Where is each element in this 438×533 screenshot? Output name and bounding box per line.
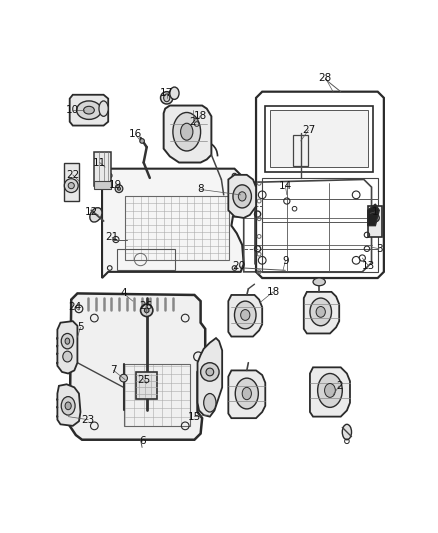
Polygon shape xyxy=(304,292,339,334)
Bar xyxy=(94,152,111,185)
Ellipse shape xyxy=(325,384,336,398)
Text: 19: 19 xyxy=(109,180,122,190)
Text: 7: 7 xyxy=(110,366,117,375)
Circle shape xyxy=(64,179,78,192)
Ellipse shape xyxy=(233,185,251,208)
Text: 13: 13 xyxy=(362,261,375,271)
Ellipse shape xyxy=(234,301,256,329)
Ellipse shape xyxy=(99,101,108,116)
Text: 12: 12 xyxy=(85,207,98,217)
Ellipse shape xyxy=(170,87,179,99)
Circle shape xyxy=(120,374,127,382)
Text: 25: 25 xyxy=(137,375,150,385)
Text: 5: 5 xyxy=(77,322,84,332)
Circle shape xyxy=(68,182,74,189)
Ellipse shape xyxy=(173,112,201,151)
Polygon shape xyxy=(102,168,245,278)
Ellipse shape xyxy=(310,298,332,326)
Bar xyxy=(64,163,79,201)
Polygon shape xyxy=(228,175,256,218)
Text: 1: 1 xyxy=(372,207,379,217)
Polygon shape xyxy=(57,321,78,374)
Polygon shape xyxy=(164,106,212,163)
Text: 10: 10 xyxy=(66,105,79,115)
Bar xyxy=(293,135,308,166)
Polygon shape xyxy=(70,294,205,440)
Circle shape xyxy=(140,139,145,143)
Bar xyxy=(124,364,190,426)
Text: 21: 21 xyxy=(106,232,119,242)
Polygon shape xyxy=(228,370,265,418)
Text: 15: 15 xyxy=(188,411,201,422)
Polygon shape xyxy=(228,295,262,336)
Circle shape xyxy=(145,308,149,313)
Bar xyxy=(270,110,368,167)
Text: 23: 23 xyxy=(81,415,95,425)
Polygon shape xyxy=(198,338,222,417)
Circle shape xyxy=(371,214,379,222)
Text: 27: 27 xyxy=(302,125,315,135)
Text: 28: 28 xyxy=(319,73,332,83)
Ellipse shape xyxy=(84,106,94,114)
Polygon shape xyxy=(265,106,373,172)
Polygon shape xyxy=(310,367,350,417)
Bar xyxy=(368,206,382,237)
Circle shape xyxy=(141,304,153,317)
Text: 24: 24 xyxy=(68,302,82,312)
Text: 4: 4 xyxy=(120,288,127,298)
Text: 16: 16 xyxy=(128,129,142,139)
Text: 20: 20 xyxy=(233,261,246,271)
Ellipse shape xyxy=(77,101,101,119)
Bar xyxy=(262,178,378,272)
Ellipse shape xyxy=(61,334,74,349)
Text: 18: 18 xyxy=(266,287,279,297)
Text: 9: 9 xyxy=(282,256,289,266)
Polygon shape xyxy=(57,384,81,426)
Ellipse shape xyxy=(240,310,250,320)
Text: 6: 6 xyxy=(139,436,145,446)
Ellipse shape xyxy=(204,393,216,412)
Bar xyxy=(136,372,158,399)
Circle shape xyxy=(115,185,123,192)
Text: 8: 8 xyxy=(197,184,204,195)
Circle shape xyxy=(206,368,214,376)
Ellipse shape xyxy=(342,424,352,440)
Bar xyxy=(125,196,229,260)
Ellipse shape xyxy=(63,351,72,362)
Text: 26: 26 xyxy=(139,301,152,311)
Ellipse shape xyxy=(316,306,325,317)
Bar xyxy=(117,249,175,270)
Bar xyxy=(94,181,111,189)
Ellipse shape xyxy=(318,374,342,407)
Ellipse shape xyxy=(164,94,170,102)
Text: 3: 3 xyxy=(376,244,382,254)
Ellipse shape xyxy=(65,338,70,344)
Ellipse shape xyxy=(61,397,75,415)
Ellipse shape xyxy=(235,378,258,409)
Ellipse shape xyxy=(180,123,193,140)
Circle shape xyxy=(117,187,120,190)
Text: 11: 11 xyxy=(93,158,106,167)
Text: 2: 2 xyxy=(190,117,196,127)
Text: 17: 17 xyxy=(160,88,173,98)
Ellipse shape xyxy=(242,387,251,400)
Ellipse shape xyxy=(313,278,325,286)
Polygon shape xyxy=(70,95,108,126)
Ellipse shape xyxy=(65,402,71,410)
Ellipse shape xyxy=(90,208,102,222)
Circle shape xyxy=(161,92,173,104)
Circle shape xyxy=(201,363,219,381)
Text: 22: 22 xyxy=(66,170,79,180)
Text: 14: 14 xyxy=(279,181,292,191)
Polygon shape xyxy=(367,204,379,225)
Text: 2: 2 xyxy=(336,381,343,391)
Ellipse shape xyxy=(238,192,246,201)
Text: 18: 18 xyxy=(194,110,207,120)
